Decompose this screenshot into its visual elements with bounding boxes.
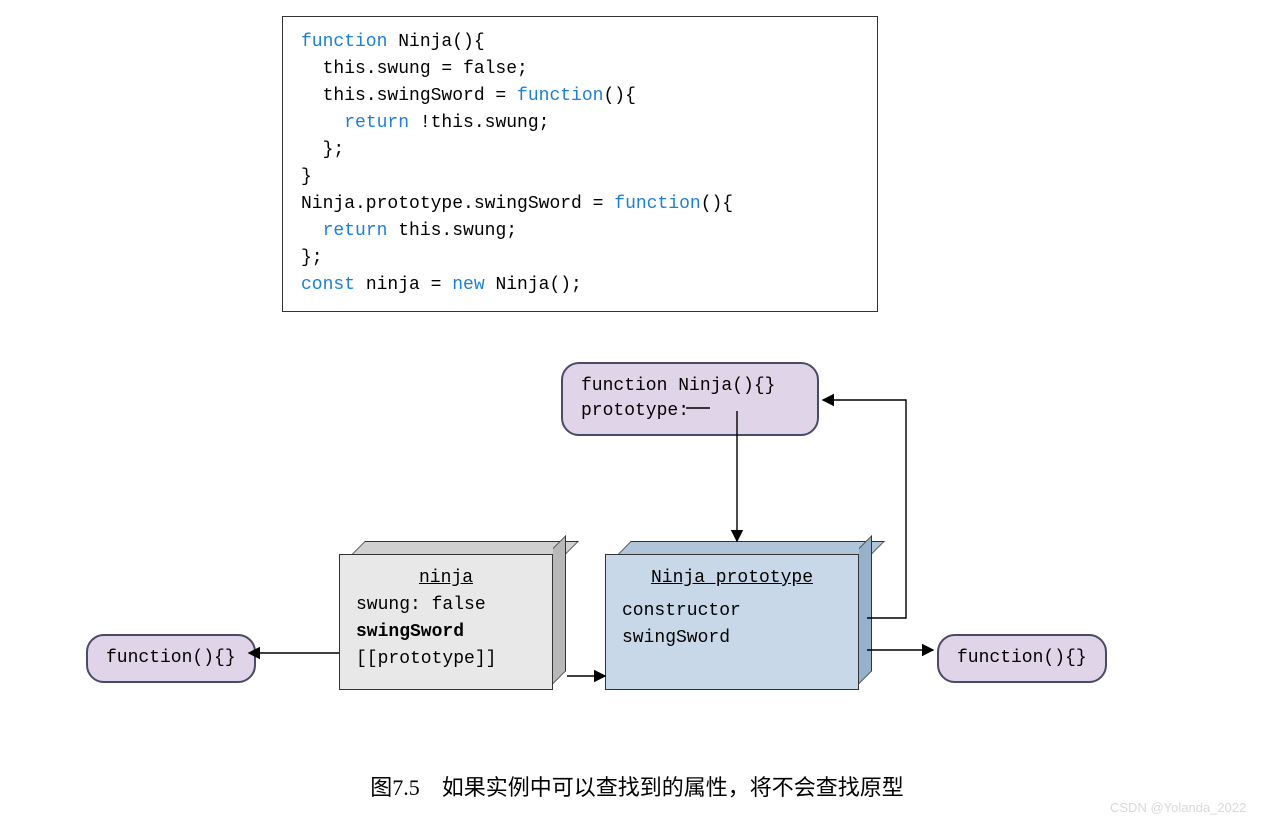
code-l8c: this.swung;: [387, 221, 517, 241]
code-l6: }: [301, 167, 312, 187]
node-function-ninja-line2: prototype:: [581, 399, 799, 424]
kw-return-2: return: [323, 221, 388, 241]
code-box: function Ninja(){ this.swung = false; th…: [282, 16, 878, 312]
box-proto-front: Ninja prototype constructor swingSword: [605, 554, 859, 690]
code-l4c: !this.swung;: [409, 113, 549, 133]
kw-function-1: function: [301, 32, 387, 52]
node-function-ninja-line1: function Ninja(){}: [581, 374, 799, 399]
box-ninja-top: [352, 541, 579, 554]
node-function-ninja: function Ninja(){} prototype:: [561, 362, 819, 436]
code-l4a: [301, 113, 344, 133]
node-function-right-text: function(){}: [957, 648, 1087, 668]
kw-return-1: return: [344, 113, 409, 133]
box-ninja-prop-swung: swung: false: [356, 592, 536, 619]
kw-new: new: [452, 275, 484, 295]
code-l7a: Ninja.prototype.swingSword =: [301, 194, 614, 214]
box-ninja-prop-prototype: [[prototype]]: [356, 646, 536, 673]
box-proto-side: [859, 535, 872, 684]
box-ninja-side: [553, 535, 566, 684]
box-proto-title: Ninja prototype: [622, 565, 842, 592]
box-proto-top: [618, 541, 885, 554]
box-ninja-instance: ninja swung: false swingSword [[prototyp…: [339, 541, 566, 690]
box-ninja-front: ninja swung: false swingSword [[prototyp…: [339, 554, 553, 690]
kw-const: const: [301, 275, 355, 295]
code-l3c: (){: [603, 86, 635, 106]
kw-function-2: function: [517, 86, 603, 106]
box-ninja-title: ninja: [356, 565, 536, 592]
box-proto-prop-constructor: constructor: [622, 598, 842, 625]
code-l7c: (){: [701, 194, 733, 214]
code-l8a: [301, 221, 323, 241]
code-l10d: Ninja();: [485, 275, 582, 295]
kw-function-3: function: [614, 194, 700, 214]
code-l3a: this.swingSword =: [301, 86, 517, 106]
box-proto-prop-swingSword: swingSword: [622, 625, 842, 652]
box-ninja-prototype: Ninja prototype constructor swingSword: [605, 541, 872, 690]
node-function-right: function(){}: [937, 634, 1107, 683]
code-l9: };: [301, 248, 323, 268]
code-l10b: ninja =: [355, 275, 452, 295]
node-function-left: function(){}: [86, 634, 256, 683]
code-content: function Ninja(){ this.swung = false; th…: [301, 29, 859, 299]
watermark: CSDN @Yolanda_2022: [1110, 800, 1246, 815]
code-l5: };: [301, 140, 344, 160]
figure-caption: 图7.5 如果实例中可以查找到的属性，将不会查找原型: [0, 770, 1274, 802]
box-ninja-prop-swingSword: swingSword: [356, 619, 536, 646]
code-l2: this.swung = false;: [301, 59, 528, 79]
code-l1b: Ninja(){: [387, 32, 484, 52]
node-function-left-text: function(){}: [106, 648, 236, 668]
